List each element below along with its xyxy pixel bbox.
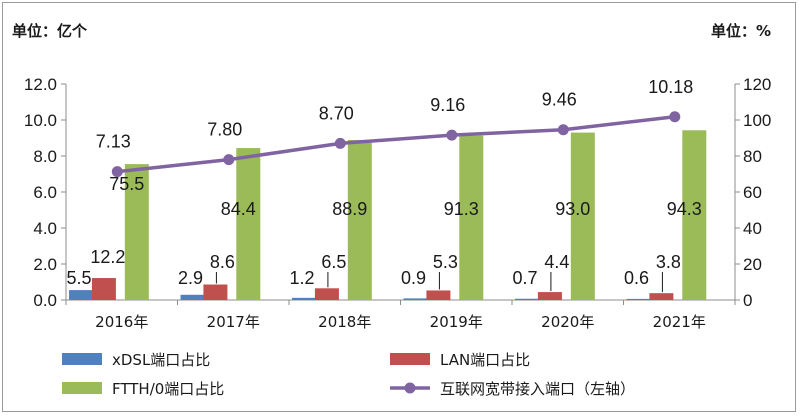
left-tick-label: 6.0 — [33, 183, 57, 202]
x-tick-label: 2021年 — [653, 313, 706, 331]
legend-label-0: xDSL端口占比 — [112, 351, 210, 369]
left-tick-label: 2.0 — [33, 255, 57, 274]
bar-0 — [403, 298, 428, 300]
right-tick-label: 120 — [743, 75, 771, 94]
bar-1 — [537, 292, 562, 300]
legend-swatch-2 — [62, 382, 102, 394]
right-tick-label: 60 — [743, 183, 762, 202]
left-tick-label: 10.0 — [24, 111, 57, 130]
x-tick-label: 2020年 — [541, 313, 594, 331]
broadband-point — [669, 111, 681, 123]
bar-2 — [124, 164, 149, 300]
legend-label-3: 互联网宽带接入端口（左轴） — [440, 380, 635, 398]
ftth-data-label: 75.5 — [109, 174, 144, 194]
lan-data-label: 5.3 — [433, 252, 458, 272]
xdsl-data-label: 0.9 — [401, 268, 426, 288]
xdsl-data-label: 5.5 — [67, 268, 92, 288]
left-unit-label: 单位：亿个 — [12, 22, 88, 40]
bar-0 — [180, 294, 205, 300]
lan-data-label: 8.6 — [210, 252, 235, 272]
lan-data-label: 6.5 — [321, 252, 346, 272]
bar-0 — [69, 290, 94, 300]
bar-2 — [236, 148, 261, 300]
bar-2 — [347, 139, 372, 300]
xdsl-data-label: 0.6 — [624, 268, 649, 288]
bar-2 — [570, 132, 595, 300]
bar-2 — [682, 130, 707, 300]
broadband-data-label: 7.80 — [207, 120, 242, 140]
xdsl-data-label: 0.7 — [513, 268, 538, 288]
ftth-data-label: 91.3 — [444, 199, 479, 219]
lan-data-label: 4.4 — [544, 252, 569, 272]
xdsl-data-label: 2.9 — [178, 268, 203, 288]
legend-swatch-1 — [390, 353, 430, 365]
plot-area: 0.0 2.0 4.0 6.0 8.0 10.0 12.0 0 20 40 60 80 100 120 20… — [24, 75, 771, 331]
lan-data-label: 12.2 — [90, 247, 125, 267]
bar-0 — [292, 297, 317, 300]
left-tick-label: 0.0 — [33, 291, 57, 310]
xdsl-data-label: 1.2 — [290, 268, 315, 288]
ftth-data-label: 88.9 — [332, 199, 367, 219]
legend-swatch-0 — [62, 353, 102, 365]
lan-data-label: 3.8 — [656, 252, 681, 272]
left-tick-label: 12.0 — [24, 75, 57, 94]
legend-label-1: LAN端口占比 — [440, 351, 530, 369]
x-tick-label: 2018年 — [318, 313, 371, 331]
bar-0 — [626, 298, 651, 300]
ftth-data-label: 93.0 — [555, 199, 590, 219]
bar-1 — [203, 284, 228, 300]
broadband-point — [111, 166, 123, 178]
right-unit-label: 单位：% — [711, 22, 771, 40]
legend-marker-3 — [404, 382, 416, 394]
ftth-data-label: 94.3 — [667, 199, 702, 219]
left-tick-label: 8.0 — [33, 147, 57, 166]
bar-0 — [515, 298, 540, 300]
x-tick-label: 2016年 — [95, 313, 148, 331]
broadband-data-label: 9.16 — [430, 95, 465, 115]
right-tick-label: 100 — [743, 111, 771, 130]
right-tick-label: 0 — [743, 291, 752, 310]
broadband-point — [334, 137, 346, 149]
broadband-data-label: 8.70 — [319, 103, 354, 123]
bar-2 — [459, 135, 484, 300]
ftth-data-label: 84.4 — [221, 199, 256, 219]
bar-1 — [91, 278, 116, 300]
broadband-point — [223, 154, 235, 166]
bar-1 — [649, 293, 674, 300]
bar-1 — [314, 288, 339, 300]
broadband-point — [557, 124, 569, 136]
broadband-data-label: 7.13 — [96, 132, 131, 152]
legend-label-2: FTTH/0端口占比 — [112, 380, 224, 398]
legend: xDSL端口占比 LAN端口占比 FTTH/0端口占比 互联网宽带接入端口（左轴） — [62, 351, 635, 398]
right-tick-label: 20 — [743, 255, 762, 274]
broadband-point — [446, 129, 458, 141]
bar-1 — [426, 290, 451, 300]
x-tick-label: 2019年 — [430, 313, 483, 331]
x-tick-label: 2017年 — [207, 313, 260, 331]
right-tick-label: 40 — [743, 219, 762, 238]
broadband-line — [117, 115, 675, 174]
broadband-data-label: 10.18 — [648, 77, 693, 97]
broadband-data-label: 9.46 — [542, 90, 577, 110]
left-tick-label: 4.0 — [33, 219, 57, 238]
right-tick-label: 80 — [743, 147, 762, 166]
